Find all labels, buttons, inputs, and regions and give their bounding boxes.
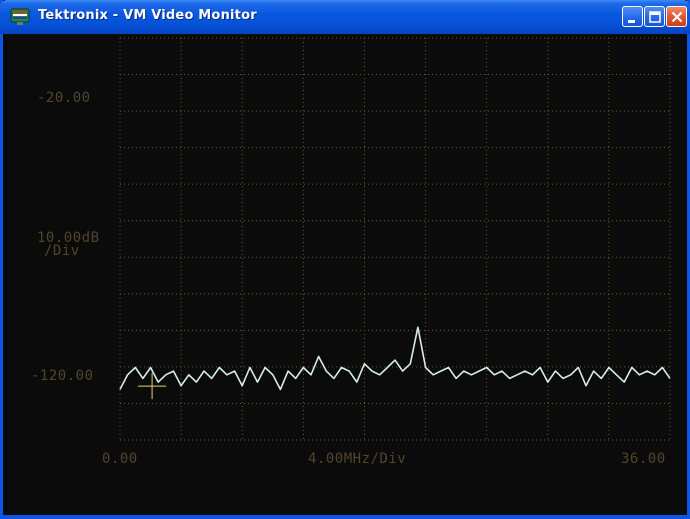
x-left-label: 0.00 <box>102 451 138 467</box>
cursor-crosshair[interactable] <box>138 373 167 400</box>
close-icon <box>671 11 683 23</box>
y-scale-label: 10.00dB /Div <box>37 230 100 259</box>
graticule <box>119 37 671 441</box>
y-scale-label-unit: 10.00dB <box>37 230 100 246</box>
maximize-icon <box>649 11 661 23</box>
window-title: Tektronix - VM Video Monitor <box>38 8 257 23</box>
x-scale-label: 4.00MHz/Div <box>308 451 407 467</box>
spectrum-plot <box>119 37 671 441</box>
title-bar[interactable]: Tektronix - VM Video Monitor <box>0 0 690 34</box>
monitor-icon <box>10 8 30 26</box>
y-top-label: -20.00 <box>37 90 91 106</box>
y-bottom-label: -120.00 <box>31 368 94 384</box>
window-bottom-border <box>3 515 690 519</box>
x-right-label: 36.00 <box>621 451 666 467</box>
minimize-icon <box>628 20 635 23</box>
spectrum-trace <box>119 326 671 391</box>
monitor-display[interactable]: -20.00 10.00dB /Div -120.00 0.00 4.00MHz… <box>8 34 684 515</box>
close-button[interactable] <box>666 6 687 27</box>
minimize-button[interactable] <box>622 6 643 27</box>
maximize-button[interactable] <box>644 6 665 27</box>
y-scale-label-div: /Div <box>44 243 80 259</box>
